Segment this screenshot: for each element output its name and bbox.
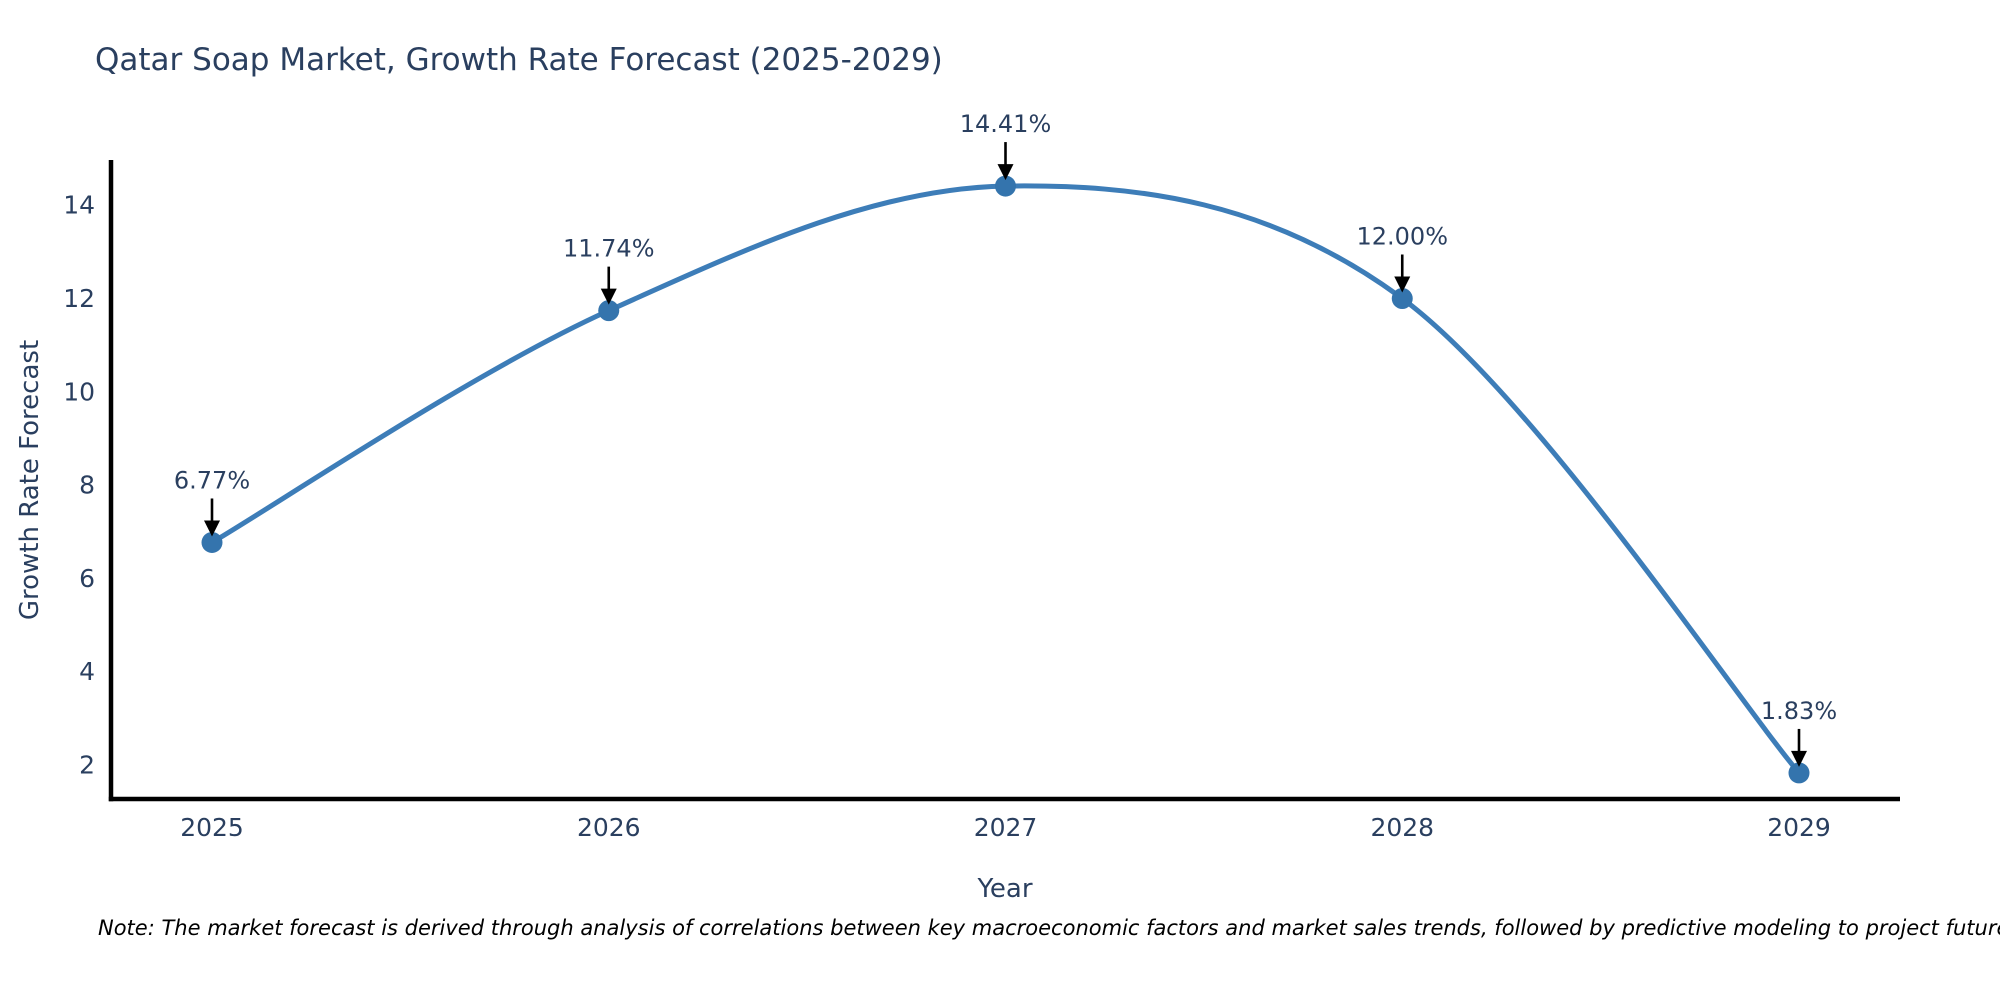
annotation-arrowhead-icon bbox=[204, 520, 220, 537]
point-annotation: 14.41% bbox=[960, 110, 1052, 181]
point-value-label: 1.83% bbox=[1761, 697, 1837, 725]
y-tick-label: 6 bbox=[79, 564, 95, 593]
point-value-label: 11.74% bbox=[563, 235, 655, 263]
data-point-marker bbox=[201, 531, 223, 553]
x-tick-label: 2026 bbox=[577, 813, 641, 842]
annotation-arrowhead-icon bbox=[1791, 750, 1807, 767]
point-value-label: 14.41% bbox=[960, 110, 1052, 138]
y-tick-label: 8 bbox=[79, 471, 95, 500]
y-tick-label: 4 bbox=[79, 657, 95, 686]
data-point-marker bbox=[598, 300, 620, 322]
y-tick-label: 2 bbox=[79, 751, 95, 780]
annotation-arrowhead-icon bbox=[1394, 276, 1411, 293]
y-tick-label: 10 bbox=[63, 377, 95, 406]
point-annotation: 11.74% bbox=[563, 235, 655, 305]
y-axis-title: Growth Rate Forecast bbox=[15, 339, 45, 621]
point-value-label: 6.77% bbox=[174, 466, 250, 494]
x-tick-label: 2025 bbox=[180, 813, 244, 842]
forecast-line bbox=[209, 183, 1802, 776]
point-annotation: 1.83% bbox=[1761, 697, 1837, 767]
data-point-marker bbox=[1391, 288, 1413, 309]
x-axis-title: Year bbox=[977, 874, 1033, 904]
x-tick-label: 2028 bbox=[1370, 813, 1434, 842]
data-point-marker bbox=[995, 175, 1016, 197]
chart-title: Qatar Soap Market, Growth Rate Forecast … bbox=[95, 42, 943, 78]
data-point-marker bbox=[1788, 762, 1810, 784]
annotation-arrowhead-icon bbox=[997, 164, 1014, 181]
point-annotation: 6.77% bbox=[174, 466, 250, 537]
y-tick-label: 12 bbox=[63, 284, 95, 313]
point-annotation: 12.00% bbox=[1356, 223, 1448, 293]
x-tick-label: 2029 bbox=[1767, 813, 1831, 842]
x-tick-label: 2027 bbox=[974, 813, 1038, 842]
footnote-text: Note: The market forecast is derived thr… bbox=[98, 916, 2000, 940]
y-tick-label: 14 bbox=[63, 191, 95, 220]
annotation-arrowhead-icon bbox=[600, 288, 617, 305]
point-value-label: 12.00% bbox=[1356, 223, 1448, 251]
